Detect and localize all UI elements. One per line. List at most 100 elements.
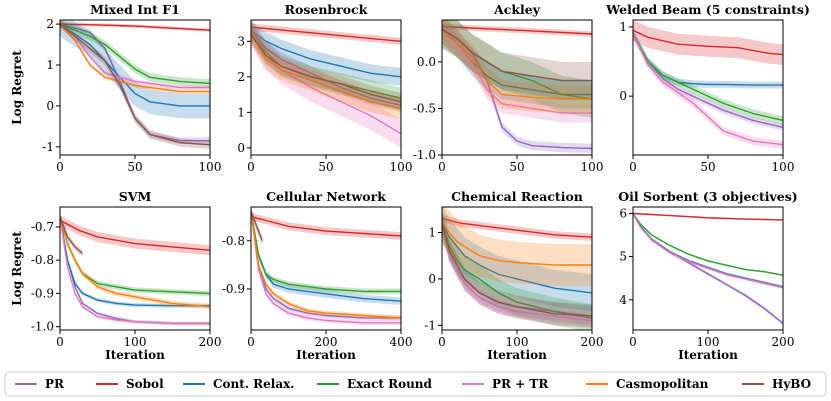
y-tick-label: -1: [42, 140, 54, 154]
x-tick-label: 200: [315, 335, 338, 349]
series-line-sobol: [60, 23, 210, 31]
band-exact-round: [442, 20, 592, 118]
series-line-casmopolitan: [60, 23, 210, 93]
y-tick-label: 1: [46, 58, 54, 72]
series-line-exact-round: [442, 222, 592, 320]
legend-label: Exact Round: [347, 377, 433, 391]
y-tick-label: 2: [46, 17, 54, 31]
panel-svm: 0 100 200 -1.0 -0.9 -0.8 -0.7 SVM Log Regret Iter…: [10, 189, 221, 362]
plot-area: [60, 213, 210, 325]
legend-item-sobol: Sobol: [96, 377, 164, 391]
legend-item-exact-round: Exact Round: [317, 377, 433, 391]
y-tick-label: 2: [237, 70, 245, 84]
panel-cellular-network: 0 200 400 -0.9 -0.8 Cellular Network Iteration: [222, 189, 413, 362]
y-tick-label: -0.8: [31, 253, 54, 267]
x-tick-label: 0: [247, 160, 255, 174]
series-line-casmopolitan: [442, 28, 592, 100]
band-pr-tr: [251, 20, 401, 148]
series-line-pr-tr: [60, 23, 210, 89]
series-line-casmopolitan: [251, 211, 401, 319]
series-line-hybo: [60, 23, 210, 146]
band-cont-relax: [442, 20, 592, 109]
legend-item-cont-relax: Cont. Relax.: [183, 377, 294, 391]
series-line-casmopolitan: [60, 216, 210, 308]
y-tick-label: 4: [619, 293, 627, 307]
x-tick-label: 0: [56, 160, 64, 174]
series-line-exact-round: [60, 23, 210, 85]
x-tick-label: 50: [700, 160, 715, 174]
legend-label: Cont. Relax.: [213, 377, 294, 391]
band-pr-tr: [442, 216, 592, 328]
band-pr-tr: [633, 212, 783, 289]
y-tick-label: -0.9: [31, 286, 54, 300]
plot-area: [442, 207, 592, 330]
y-tick-label: -0.8: [222, 234, 245, 248]
series-line-sobol: [60, 219, 210, 251]
band-casmopolitan: [442, 20, 592, 114]
plot-area: [633, 211, 783, 326]
series-line-pr: [633, 33, 783, 128]
y-tick-label: 1: [619, 20, 627, 34]
band-pr: [442, 24, 592, 154]
series-line-pr-tr: [442, 223, 592, 322]
panel-title: Rosenbrock: [285, 2, 368, 17]
series-line-pr-tr: [633, 33, 783, 146]
legend-item-pr-tr: PR + TR: [462, 377, 549, 391]
series-line-pr-tr: [251, 211, 401, 324]
x-tick-label: 0: [247, 335, 255, 349]
panel-title: Oil Sorbent (3 objectives): [618, 189, 797, 204]
x-tick-label: 100: [124, 335, 147, 349]
band-cont-relax: [633, 212, 783, 289]
band-pr: [60, 20, 210, 144]
y-tick-label: -1.0: [31, 320, 54, 334]
band-cont-relax: [633, 30, 783, 89]
y-tick-label: 6: [619, 206, 627, 220]
legend-item-hybo: HyBO: [742, 377, 811, 391]
panel-oil-sorbent-3-objectives: 0 100 200 4 5 6 Oil Sorbent (3 objectives) Iter…: [618, 189, 797, 362]
x-tick-label: 0: [56, 335, 64, 349]
panel-title: SVM: [119, 189, 152, 204]
band-pr-tr: [251, 209, 401, 326]
y-tick-label: -0.5: [413, 101, 436, 115]
series-line-exact-round: [633, 213, 783, 276]
y-axis-label: Log Regret: [10, 231, 24, 306]
series-line-cont-relax: [60, 23, 210, 107]
series-line-sobol: [442, 217, 592, 238]
x-axis-label: Iteration: [487, 348, 547, 362]
x-tick-label: 200: [772, 335, 795, 349]
band-exact-round: [633, 29, 783, 125]
series-line-sobol: [251, 215, 401, 237]
x-tick-label: 50: [318, 160, 333, 174]
band-hybo: [442, 20, 592, 100]
axes-frame: [59, 206, 211, 331]
series-line-cont-relax: [442, 222, 592, 294]
band-sobol: [633, 20, 783, 65]
plot-area: [633, 20, 783, 149]
y-tick-label: 1: [237, 105, 245, 119]
y-tick-label: -1: [424, 318, 436, 332]
x-tick-label: 100: [390, 160, 413, 174]
band-pr: [633, 30, 783, 131]
x-tick-label: 200: [199, 335, 222, 349]
x-tick-label: 100: [506, 335, 529, 349]
panel-title: Cellular Network: [266, 189, 386, 204]
x-tick-label: 400: [390, 335, 413, 349]
series-line-cont-relax: [60, 216, 210, 307]
band-cont-relax: [60, 20, 210, 119]
legend-label: PR: [45, 377, 65, 391]
band-casmopolitan: [60, 214, 210, 310]
y-tick-label: 0.0: [417, 55, 436, 69]
band-exact-round: [251, 20, 401, 109]
y-tick-label: 0: [46, 99, 54, 113]
band-casmopolitan: [251, 23, 401, 120]
x-tick-label: 0: [629, 160, 637, 174]
panel-title: Chemical Reaction: [451, 189, 583, 204]
x-tick-label: 100: [772, 160, 795, 174]
series-line-hybo: [251, 211, 263, 242]
x-axis-label: Iteration: [678, 348, 738, 362]
series-line-cont-relax: [251, 30, 401, 78]
panel-title: Welded Beam (5 constraints): [605, 2, 810, 17]
band-hybo: [60, 20, 210, 149]
